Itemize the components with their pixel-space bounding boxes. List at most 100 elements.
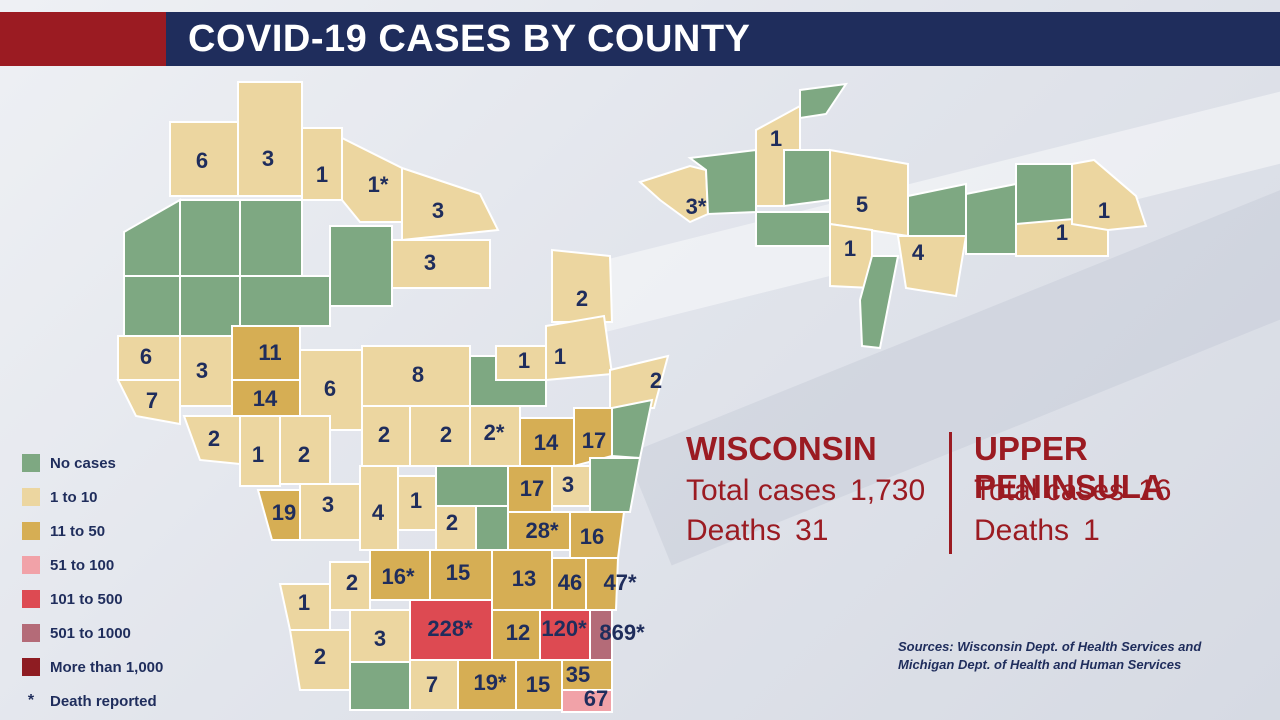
county xyxy=(341,136,403,223)
county-label: 869* xyxy=(599,620,645,645)
county-label: 8 xyxy=(412,362,424,387)
legend-label: No cases xyxy=(50,454,116,472)
legend-swatch xyxy=(22,488,40,506)
county-label: 28* xyxy=(525,518,558,543)
county-label: 1 xyxy=(316,162,328,187)
county-label: 2 xyxy=(298,442,310,467)
county-label: 1 xyxy=(410,488,422,513)
county xyxy=(1071,158,1148,232)
county-label: 19* xyxy=(473,670,506,695)
sources-line: Michigan Dept. of Health and Human Servi… xyxy=(898,657,1182,672)
sources-note: Sources: Wisconsin Dept. of Health Servi… xyxy=(898,638,1258,674)
county xyxy=(611,398,654,460)
wisconsin-title: WISCONSIN xyxy=(686,430,877,467)
legend-item: 11 to 50 xyxy=(22,514,163,548)
county xyxy=(687,148,757,216)
county-label: 3 xyxy=(262,146,274,171)
legend-label: 51 to 100 xyxy=(50,556,115,574)
total-cases-value: 16 xyxy=(1138,474,1172,507)
county-label: 2 xyxy=(346,570,358,595)
county-label: 1 xyxy=(770,126,782,151)
legend-item: 51 to 100 xyxy=(22,548,163,582)
county xyxy=(391,239,491,289)
county xyxy=(907,182,967,237)
county-label: 1 xyxy=(1098,198,1110,223)
county-label: 228* xyxy=(427,616,473,641)
deaths-label: Deaths xyxy=(686,514,782,547)
county-label: 17 xyxy=(520,476,544,501)
county-label: 2 xyxy=(440,422,452,447)
county xyxy=(858,255,900,350)
legend-swatch xyxy=(22,624,40,642)
county-label: 14 xyxy=(253,386,278,411)
legend-label: 11 to 50 xyxy=(50,522,106,540)
county-label: 3 xyxy=(562,472,574,497)
upper-peninsula-total-cases: Total cases 16 xyxy=(974,474,1185,508)
county-label: 1 xyxy=(252,442,264,467)
legend-label: More than 1,000 xyxy=(50,658,164,676)
county xyxy=(116,379,181,426)
county-label: 120* xyxy=(541,616,587,641)
county-label: 5 xyxy=(856,192,868,217)
legend-swatch xyxy=(22,556,40,574)
county xyxy=(435,465,509,507)
county xyxy=(179,199,241,277)
county xyxy=(239,415,281,487)
header-red-bar xyxy=(0,12,166,66)
county-label: 67 xyxy=(584,686,608,711)
county xyxy=(561,689,613,713)
county-label: 46 xyxy=(558,570,582,595)
legend-label: Death reported xyxy=(50,692,157,710)
county-label: 16 xyxy=(580,524,604,549)
county xyxy=(349,661,411,711)
deaths-value: 31 xyxy=(795,514,829,547)
county-label: 15 xyxy=(446,560,470,585)
county-label: 6 xyxy=(140,344,152,369)
legend-swatch xyxy=(22,522,40,540)
county-label: 2 xyxy=(446,510,458,535)
county xyxy=(829,148,909,238)
county-label: 1* xyxy=(368,172,389,197)
county-label: 12 xyxy=(506,620,530,645)
county-label: 3* xyxy=(686,194,707,219)
header-blue-bar xyxy=(166,12,1280,66)
county-label: 1 xyxy=(298,590,310,615)
county-label: 4 xyxy=(912,240,925,265)
county-label: 1 xyxy=(844,236,856,261)
county-label: 7 xyxy=(146,388,158,413)
county-label: 2 xyxy=(378,422,390,447)
county-label: 35 xyxy=(566,662,590,687)
total-cases-value: 1,730 xyxy=(850,474,926,507)
wisconsin-deaths: Deaths 31 xyxy=(686,514,842,548)
county-label: 16* xyxy=(381,564,414,589)
county xyxy=(123,198,181,277)
county-label: 3 xyxy=(196,358,208,383)
deaths-value: 1 xyxy=(1083,514,1100,547)
county xyxy=(239,199,303,277)
legend-item: 1 to 10 xyxy=(22,480,163,514)
county xyxy=(609,354,670,409)
asterisk-icon: * xyxy=(27,692,35,709)
deaths-label: Deaths xyxy=(974,514,1070,547)
county xyxy=(551,248,614,323)
county-label: 2 xyxy=(576,286,588,311)
legend-label: 1 to 10 xyxy=(50,488,98,506)
county xyxy=(589,457,642,513)
county-label: 14 xyxy=(534,430,559,455)
county xyxy=(965,182,1017,255)
county xyxy=(755,211,831,247)
county-label: 4 xyxy=(372,500,385,525)
county xyxy=(123,275,181,337)
county-label: 3 xyxy=(374,626,386,651)
county xyxy=(783,149,831,208)
wisconsin-total-cases: Total cases 1,730 xyxy=(686,474,939,508)
county xyxy=(329,225,393,307)
county xyxy=(237,81,303,197)
county-label: 15 xyxy=(526,672,550,697)
county-label: 1 xyxy=(518,348,530,373)
county-label: 3 xyxy=(322,492,334,517)
divider xyxy=(949,432,952,554)
legend-swatch xyxy=(22,454,40,472)
legend-item: More than 1,000 xyxy=(22,650,163,684)
county-label: 2 xyxy=(650,368,662,393)
